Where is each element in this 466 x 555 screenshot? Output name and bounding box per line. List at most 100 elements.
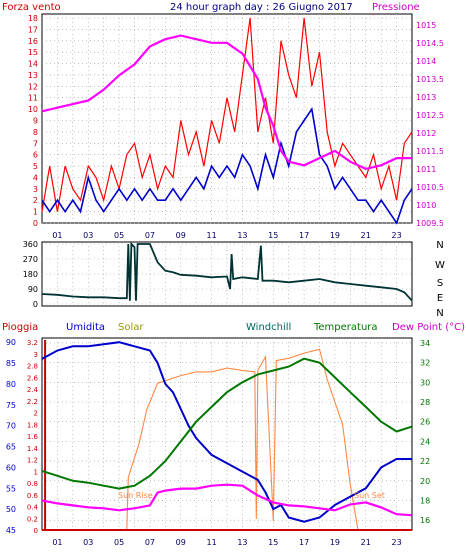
direction-ytick: 360: [23, 240, 38, 249]
wind-pressure-panel: 01234567891011121314151617181009.5101010…: [28, 13, 444, 240]
wind-panel-xtick: 13: [237, 231, 247, 240]
pressure-ytick: 1015: [416, 21, 436, 30]
pressure-ytick: 1014.5: [416, 39, 444, 48]
wind-panel-xtick: 05: [114, 231, 124, 240]
temp-panel-xtick: 07: [145, 538, 155, 547]
humidity-ytick: 65: [6, 443, 16, 452]
temp-panel-xtick: 17: [299, 538, 309, 547]
rain-ytick: 0.2: [27, 515, 38, 523]
temperature-ytick: 26: [420, 418, 430, 427]
rain-ytick: 1.8: [27, 421, 38, 429]
pressure-ytick: 1013.5: [416, 75, 444, 84]
rain-ytick: 2.2: [27, 398, 38, 406]
wind-ytick: 11: [28, 94, 38, 103]
temperature-ytick: 28: [420, 398, 430, 407]
wind-panel-xtick: 15: [268, 231, 278, 240]
pressure-ytick: 1011.5: [416, 147, 444, 156]
wind-panel-xtick: 11: [206, 231, 216, 240]
humidity-ytick: 90: [6, 338, 16, 347]
wind-ytick: 10: [28, 105, 38, 114]
rain-ytick: 0.8: [27, 480, 38, 488]
wind-panel-xtick: 17: [299, 231, 309, 240]
pressure-ytick: 1011: [416, 165, 436, 174]
temperature-ytick: 34: [420, 339, 430, 348]
wind-ytick: 8: [33, 128, 38, 137]
direction-ytick: 270: [23, 255, 38, 264]
chart-title: 24 hour graph day : 26 Giugno 2017: [170, 2, 353, 13]
wind-ytick: 12: [28, 82, 38, 91]
temperature-legend-label: Temperatura: [313, 322, 378, 333]
rain-ytick: 1.6: [27, 433, 39, 441]
compass-label: W: [435, 260, 445, 271]
solar-line: [42, 348, 412, 531]
rain-ytick: 0.6: [27, 492, 39, 500]
rain-ytick: 0.4: [27, 504, 39, 512]
direction-ytick: 0: [33, 300, 38, 309]
wind-panel-xtick: 07: [145, 231, 155, 240]
wind-ytick: 9: [33, 117, 38, 126]
temperature-humidity-panel: 45 50 55 60 65 70 75 80 85 90 0 0.2 0.4 0.6 0.8 1 1.2 1.4…: [6, 337, 430, 547]
temp-panel-xtick: 23: [391, 538, 401, 547]
wind-ytick: 16: [28, 37, 38, 46]
temperature-ytick: 20: [420, 477, 430, 486]
dewpoint-legend-label: Dew Point (°C): [392, 322, 465, 333]
wind-ytick: 5: [33, 162, 38, 171]
rain-ytick: 2.8: [27, 363, 38, 371]
direction-ytick: 180: [23, 270, 38, 279]
pressure-ytick: 1010.5: [416, 183, 444, 192]
solar-legend-label: Solar: [118, 322, 144, 333]
temperature-ytick: 32: [420, 359, 430, 368]
wind-ytick: 6: [33, 151, 38, 160]
humidity-ytick: 50: [6, 505, 16, 514]
dewpoint-line: [41, 483, 413, 517]
humidity-ytick: 80: [6, 380, 16, 389]
wind-axis-label: Forza vento: [2, 2, 61, 13]
humidity-ytick: 70: [6, 422, 16, 431]
humidity-ytick: 75: [6, 401, 16, 410]
rain-ytick: 1: [34, 468, 38, 476]
temperature-ytick: 18: [420, 496, 430, 505]
windchill-legend-label: Windchill: [246, 322, 291, 333]
wind-panel-xtick: 23: [391, 231, 401, 240]
pressure-ytick: 1010: [416, 201, 436, 210]
direction-line: [41, 241, 413, 302]
temperature-line: [41, 357, 413, 490]
temp-panel-xtick: 13: [237, 538, 247, 547]
humidity-ytick: 60: [6, 463, 16, 472]
temperature-ytick: 24: [420, 437, 430, 446]
compass-label: N: [436, 240, 443, 251]
compass-label: N: [436, 308, 443, 319]
compass-label: E: [437, 293, 443, 304]
pressure-ytick: 1012.5: [416, 111, 444, 120]
humidity-ytick: 85: [6, 359, 16, 368]
direction-ytick: 90: [28, 285, 38, 294]
sunset-label: Sun Set: [354, 491, 385, 500]
rain-ytick: 1.2: [27, 457, 38, 465]
wind-ytick: 18: [28, 14, 38, 23]
rain-ytick: 3: [34, 351, 38, 359]
wind-ytick: 7: [33, 139, 38, 148]
rain-ytick: 3.2: [27, 339, 38, 347]
humidity-line: [41, 341, 412, 523]
temp-panel-xtick: 03: [83, 538, 93, 547]
wind-ytick: 4: [33, 173, 38, 182]
wind-ytick: 1: [33, 208, 38, 217]
wind-panel-xtick: 01: [52, 231, 62, 240]
compass-label: S: [437, 278, 443, 289]
pressure-ytick: 1013: [416, 93, 436, 102]
temp-panel-xtick: 21: [361, 538, 371, 547]
temp-panel-xtick: 11: [206, 538, 216, 547]
wind-ytick: 0: [33, 219, 38, 228]
temperature-ytick: 16: [420, 516, 430, 525]
rain-legend-label: Pioggia: [2, 322, 38, 333]
wind-gust-line: [41, 17, 413, 212]
rain-ytick: 2: [34, 410, 38, 418]
pressure-ytick: 1014: [416, 57, 436, 66]
wind-ytick: 15: [28, 48, 38, 57]
rain-ytick: 1.4: [27, 445, 39, 453]
temperature-ytick: 30: [420, 378, 430, 387]
wind-panel-xtick: 03: [83, 231, 93, 240]
